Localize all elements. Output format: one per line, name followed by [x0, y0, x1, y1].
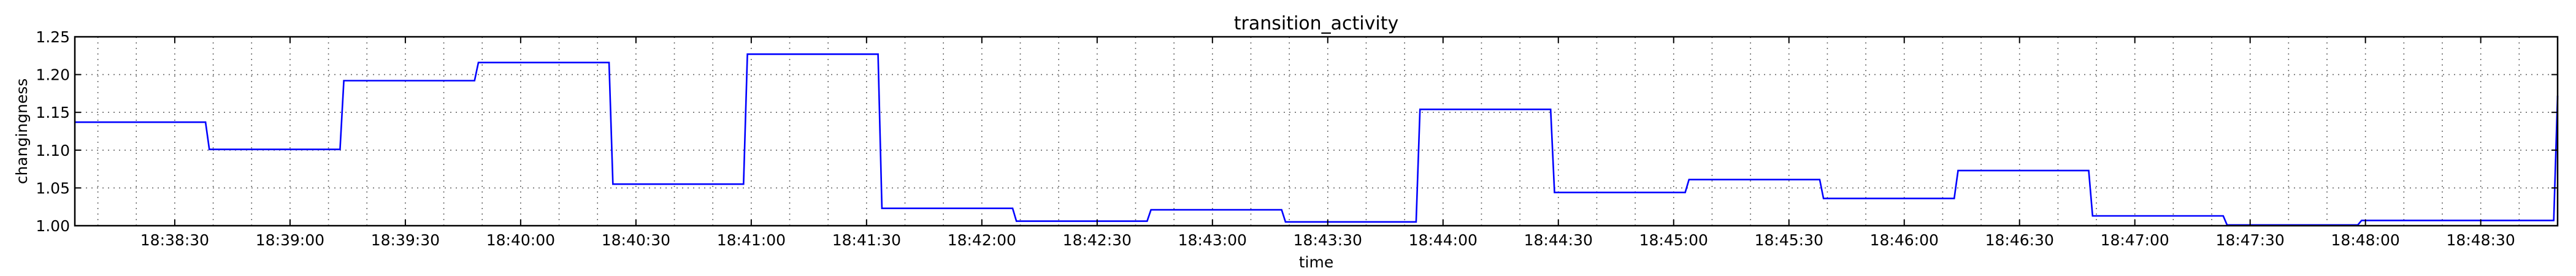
x-tick-label: 18:46:00	[1870, 231, 1939, 249]
x-tick-label: 18:40:00	[486, 231, 555, 249]
y-tick-label: 1.15	[36, 104, 70, 121]
y-tick-label: 1.20	[36, 66, 70, 84]
series-line	[75, 53, 2559, 226]
x-tick-label: 18:42:30	[1063, 231, 1132, 249]
series-layer	[75, 53, 2559, 226]
x-tick-label: 18:39:00	[256, 231, 324, 249]
y-tick-labels: 1.00 1.05 1.10 1.15 1.20 1.25	[36, 28, 70, 235]
y-tick-label: 1.00	[36, 217, 70, 235]
y-tick-label: 1.25	[36, 28, 70, 46]
x-tick-label: 18:41:00	[717, 231, 786, 249]
x-tick-label: 18:43:00	[1178, 231, 1247, 249]
x-axis-label: time	[1299, 253, 1333, 271]
x-tick-label: 18:48:30	[2447, 231, 2515, 249]
tick-marks	[75, 36, 2558, 226]
x-tick-label: 18:39:30	[371, 231, 440, 249]
x-tick-label: 18:46:30	[1985, 231, 2054, 249]
chart-title: transition_activity	[1234, 13, 1399, 34]
x-tick-label: 18:47:30	[2216, 231, 2285, 249]
x-tick-label: 18:48:00	[2331, 231, 2400, 249]
plot-frame	[74, 36, 2559, 227]
y-axis-label: changingness	[13, 79, 31, 185]
x-tick-label: 18:40:30	[602, 231, 670, 249]
x-tick-label: 18:44:00	[1409, 231, 1478, 249]
x-tick-label: 18:42:00	[948, 231, 1016, 249]
x-tick-label: 18:45:00	[1639, 231, 1708, 249]
x-tick-labels: 18:38:30 18:39:00 18:39:30 18:40:00 18:40:30…	[140, 231, 2515, 249]
x-tick-label: 18:43:30	[1294, 231, 1362, 249]
x-tick-label: 18:45:30	[1755, 231, 1823, 249]
x-tick-label: 18:47:00	[2101, 231, 2169, 249]
x-tick-label: 18:41:30	[832, 231, 901, 249]
x-tick-label: 18:38:30	[140, 231, 209, 249]
y-tick-label: 1.05	[36, 179, 70, 197]
grid-lines	[75, 37, 2558, 226]
y-tick-label: 1.10	[36, 142, 70, 159]
x-tick-label: 18:44:30	[1524, 231, 1593, 249]
